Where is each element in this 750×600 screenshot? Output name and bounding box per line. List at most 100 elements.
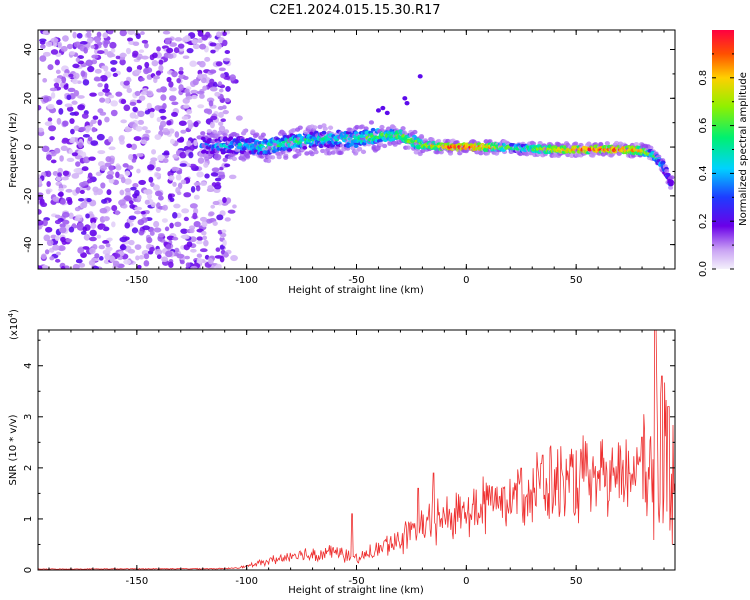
colorbar-gradient (712, 30, 734, 269)
spectrum-noise-cell (144, 110, 151, 115)
spectrum-noise-cell (166, 76, 172, 83)
spectrum-noise-cell (53, 82, 60, 88)
spectrum-noise-cell (135, 153, 144, 157)
spectrum-noise-cell (60, 197, 66, 205)
spectrum-halo-cell (204, 156, 210, 161)
spectrum-noise-cell (57, 41, 63, 49)
spectrum-noise-cell (156, 254, 162, 260)
spectrum-noise-cell (124, 188, 132, 193)
spectrum-noise-cell (156, 88, 163, 93)
spectrum-noise-cell (45, 41, 53, 47)
spectrum-noise-cell (123, 259, 132, 265)
snr-frame (37, 329, 676, 571)
spectrum-noise-cell (218, 67, 226, 72)
spectrum-noise-cell (110, 109, 118, 117)
spectrum-noise-cell (119, 52, 127, 58)
spectrum-noise-cell (155, 172, 162, 177)
spectrum-halo-cell (312, 146, 318, 151)
spectrum-noise-cell (168, 95, 177, 102)
spectrum-noise-cell (164, 39, 171, 45)
spectrum-noise-cell (204, 56, 211, 62)
spectrum-noise-cell (210, 172, 219, 177)
spectrum-noise-cell (89, 247, 96, 255)
spectrum-noise-cell (169, 197, 175, 202)
spectrum-noise-cell (86, 178, 93, 184)
spectrum-halo-cell (206, 128, 212, 134)
spectrum-noise-cell (222, 39, 228, 47)
spectrum-noise-cell (222, 57, 231, 62)
spectrum-halo-cell (222, 132, 228, 138)
spectrum-noise-cell (77, 222, 84, 229)
spectrum-noise-cell (88, 259, 96, 266)
spectrum-noise-cell (138, 179, 147, 185)
spectrum-noise-cell (99, 256, 104, 261)
spectrum-noise-cell (123, 195, 132, 201)
spectrum-noise-cell (54, 59, 60, 66)
spectrum-noise-cell (150, 157, 158, 162)
spectrum-noise-cell (216, 31, 222, 38)
spectrum-noise-cell (101, 198, 108, 204)
spectrum-halo-cell (291, 128, 297, 133)
spectrum-noise-cell (204, 173, 210, 179)
spectrum-noise-cell (56, 99, 63, 106)
spectrum-noise-cell (119, 244, 127, 251)
spectrum-halo-cell (616, 151, 622, 156)
spectrum-ridge-cell (364, 130, 370, 135)
spectrum-noise-cell (169, 87, 177, 92)
spectrum-noise-cell (102, 32, 109, 39)
spectrum-noise-cell (77, 95, 85, 99)
spectrum-noise-cell (48, 125, 57, 132)
spectrum-noise-cell (71, 100, 78, 105)
spectrum-noise-cell (222, 239, 227, 247)
spectrum-noise-cell (172, 181, 177, 187)
snr-line (38, 330, 675, 570)
spectrum-noise-cell (75, 258, 83, 264)
spectrum-noise-cell (83, 47, 88, 54)
spectrum-noise-cell (90, 45, 96, 49)
x-tick-label: -150 (125, 576, 148, 587)
spectrum-noise-cell (110, 67, 117, 72)
spectrum-noise-cell (190, 89, 199, 94)
spectrum-noise-cell (112, 72, 118, 78)
spectrum-noise-cell (132, 41, 140, 47)
spectrum-noise-cell (215, 182, 221, 186)
spectrum-noise-cell (79, 189, 85, 195)
spectrum-noise-cell (106, 174, 114, 180)
spectrum-noise-cell (67, 199, 73, 205)
spectrum-noise-cell (61, 76, 67, 84)
spectrum-noise-cell (73, 125, 80, 131)
spectrum-noise-cell (134, 206, 143, 211)
spectrum-noise-cell (220, 232, 227, 238)
spectrum-noise-cell (78, 126, 86, 132)
spectrum-noise-cell (143, 67, 150, 75)
spectrum-noise-cell (108, 136, 114, 143)
spectrum-halo-cell (242, 128, 248, 134)
spectrum-noise-cell (216, 171, 225, 176)
spectrum-noise-cell (162, 30, 171, 35)
spectrum-noise-cell (62, 120, 69, 127)
spectrum-noise-cell (219, 244, 225, 250)
spectrum-noise-cell (63, 265, 70, 269)
spectrum-noise-cell (190, 186, 196, 193)
spectrum-noise-cell (175, 212, 182, 219)
spectrum-noise-cell (44, 121, 53, 127)
spectrum-noise-cell (85, 213, 90, 219)
spectrum-noise-cell (119, 81, 125, 86)
spectrum-noise-cell (193, 220, 201, 228)
spectrum-halo-cell (669, 175, 675, 180)
x-tick-label: -150 (125, 275, 148, 286)
spectrum-halo-cell (260, 132, 266, 137)
spectrum-noise-cell (151, 52, 158, 59)
spectrum-noise-cell (158, 195, 164, 201)
x-tick-label: 0 (463, 576, 469, 587)
spectrum-noise-cell (153, 227, 162, 233)
spectrum-noise-cell (212, 200, 220, 206)
spectrum-noise-cell (126, 66, 133, 73)
spectrum-noise-cell (201, 220, 208, 228)
spectrum-noise-cell (78, 262, 86, 268)
spectrum-noise-cell (57, 172, 62, 178)
spectrum-noise-cell (95, 171, 102, 177)
spectrum-ridge-cell (321, 130, 327, 135)
spectrum-noise-cell (191, 38, 199, 45)
spectrum-noise-cell (72, 263, 80, 269)
